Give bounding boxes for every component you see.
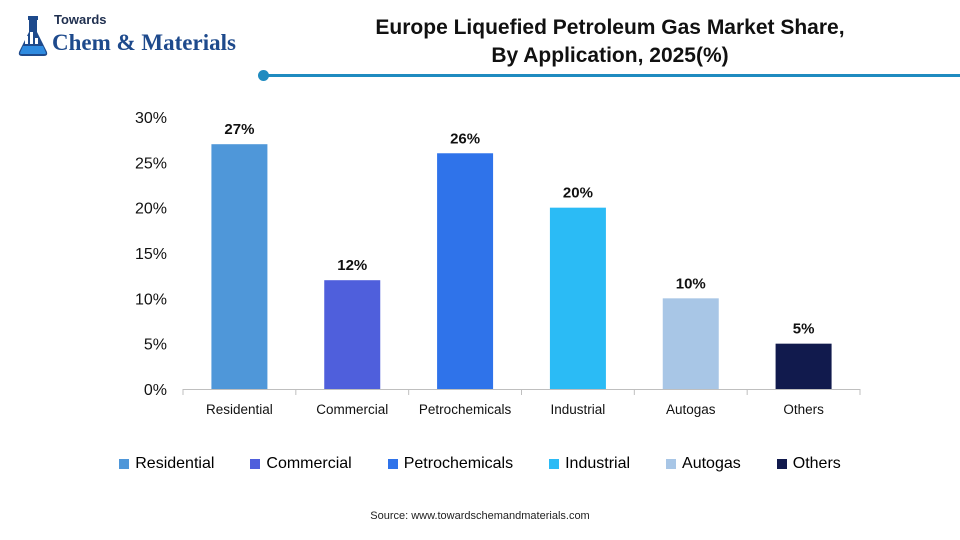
legend-swatch xyxy=(776,459,787,469)
logo: Towards Chem & Materials xyxy=(14,8,254,68)
x-tick-label: Autogas xyxy=(666,402,716,417)
y-tick-label: 0% xyxy=(144,382,167,399)
title-rule xyxy=(264,74,960,77)
data-label: 26% xyxy=(450,130,480,147)
title-line-1: Europe Liquefied Petroleum Gas Market Sh… xyxy=(375,16,845,39)
legend-label: Others xyxy=(792,455,841,472)
x-tick-label: Commercial xyxy=(316,402,388,417)
title-rule-dot xyxy=(258,70,269,81)
legend-label: Commercial xyxy=(266,455,352,472)
legend-item: Others xyxy=(776,455,841,473)
data-label: 10% xyxy=(676,275,706,292)
bar xyxy=(324,280,381,389)
flask-icon xyxy=(18,16,48,56)
x-axis: Residential Commercial Petrochemicals Indus… xyxy=(182,389,861,417)
data-label: 12% xyxy=(337,257,367,274)
bar xyxy=(662,298,719,389)
logo-top-text: Towards xyxy=(54,12,107,27)
source-note: Source: www.towardschemandmaterials.com xyxy=(370,510,590,522)
x-tick-label: Industrial xyxy=(551,402,606,417)
y-tick-label: 30% xyxy=(135,110,167,127)
legend-swatch xyxy=(119,459,130,469)
legend-label: Industrial xyxy=(565,455,631,472)
y-tick-label: 25% xyxy=(135,155,167,172)
legend-item: Commercial xyxy=(250,455,352,473)
logo-brand-text: Chem & Materials xyxy=(52,30,236,55)
bar xyxy=(437,153,494,389)
legend-label: Petrochemicals xyxy=(403,455,514,472)
bar xyxy=(211,144,268,389)
y-tick-label: 10% xyxy=(135,291,167,308)
x-tick-label: Others xyxy=(783,402,824,417)
y-tick-label: 20% xyxy=(135,201,167,218)
legend-label: Autogas xyxy=(682,455,741,472)
bars: 27% 12% 26% 20% 10% 5% xyxy=(211,121,832,389)
bar-chart: 0% 5% 10% 15% 20% 25% 30% 27% 12% 26% 20% 10% 5% Re… xyxy=(135,110,861,417)
data-label: 20% xyxy=(563,185,593,202)
title-line-2: By Application, 2025(%) xyxy=(491,44,729,67)
legend-item: Petrochemicals xyxy=(387,455,514,473)
legend: Residential Commercial Petrochemicals Indus… xyxy=(0,455,960,473)
data-label: 5% xyxy=(793,321,815,338)
x-tick-label: Petrochemicals xyxy=(419,402,512,417)
bar xyxy=(549,207,606,389)
legend-item: Industrial xyxy=(549,455,630,473)
x-tick-label: Residential xyxy=(206,402,273,417)
legend-swatch xyxy=(549,459,560,469)
legend-item: Residential xyxy=(119,455,214,473)
y-axis: 0% 5% 10% 15% 20% 25% 30% xyxy=(135,110,167,399)
legend-item: Autogas xyxy=(666,455,741,473)
y-tick-label: 15% xyxy=(135,246,167,263)
legend-swatch xyxy=(250,459,261,469)
legend-swatch xyxy=(666,459,677,469)
chart-title: Europe Liquefied Petroleum Gas Market Sh… xyxy=(290,14,930,70)
data-label: 27% xyxy=(224,121,254,138)
legend-label: Residential xyxy=(135,455,215,472)
y-tick-label: 5% xyxy=(144,337,167,354)
bar xyxy=(775,343,832,389)
legend-swatch xyxy=(387,459,398,469)
